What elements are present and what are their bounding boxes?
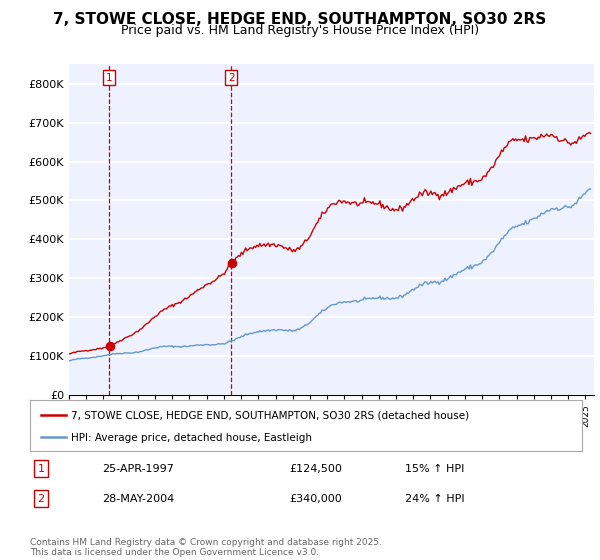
Point: [105, 342, 115, 351]
Text: £340,000: £340,000: [289, 494, 342, 504]
Point: [227, 258, 236, 267]
Text: 15% ↑ HPI: 15% ↑ HPI: [406, 464, 465, 474]
Text: 25-APR-1997: 25-APR-1997: [102, 464, 173, 474]
Text: 1: 1: [38, 464, 44, 474]
Text: 24% ↑ HPI: 24% ↑ HPI: [406, 494, 465, 504]
Text: Price paid vs. HM Land Registry's House Price Index (HPI): Price paid vs. HM Land Registry's House …: [121, 24, 479, 36]
Text: 2: 2: [37, 494, 44, 504]
Text: 7, STOWE CLOSE, HEDGE END, SOUTHAMPTON, SO30 2RS (detached house): 7, STOWE CLOSE, HEDGE END, SOUTHAMPTON, …: [71, 410, 470, 421]
Text: 1: 1: [106, 73, 112, 83]
Text: 28-MAY-2004: 28-MAY-2004: [102, 494, 174, 504]
Text: Contains HM Land Registry data © Crown copyright and database right 2025.
This d: Contains HM Land Registry data © Crown c…: [30, 538, 382, 557]
Text: 7, STOWE CLOSE, HEDGE END, SOUTHAMPTON, SO30 2RS: 7, STOWE CLOSE, HEDGE END, SOUTHAMPTON, …: [53, 12, 547, 27]
Text: HPI: Average price, detached house, Eastleigh: HPI: Average price, detached house, East…: [71, 433, 313, 443]
Text: 2: 2: [228, 73, 235, 83]
Text: £124,500: £124,500: [289, 464, 343, 474]
